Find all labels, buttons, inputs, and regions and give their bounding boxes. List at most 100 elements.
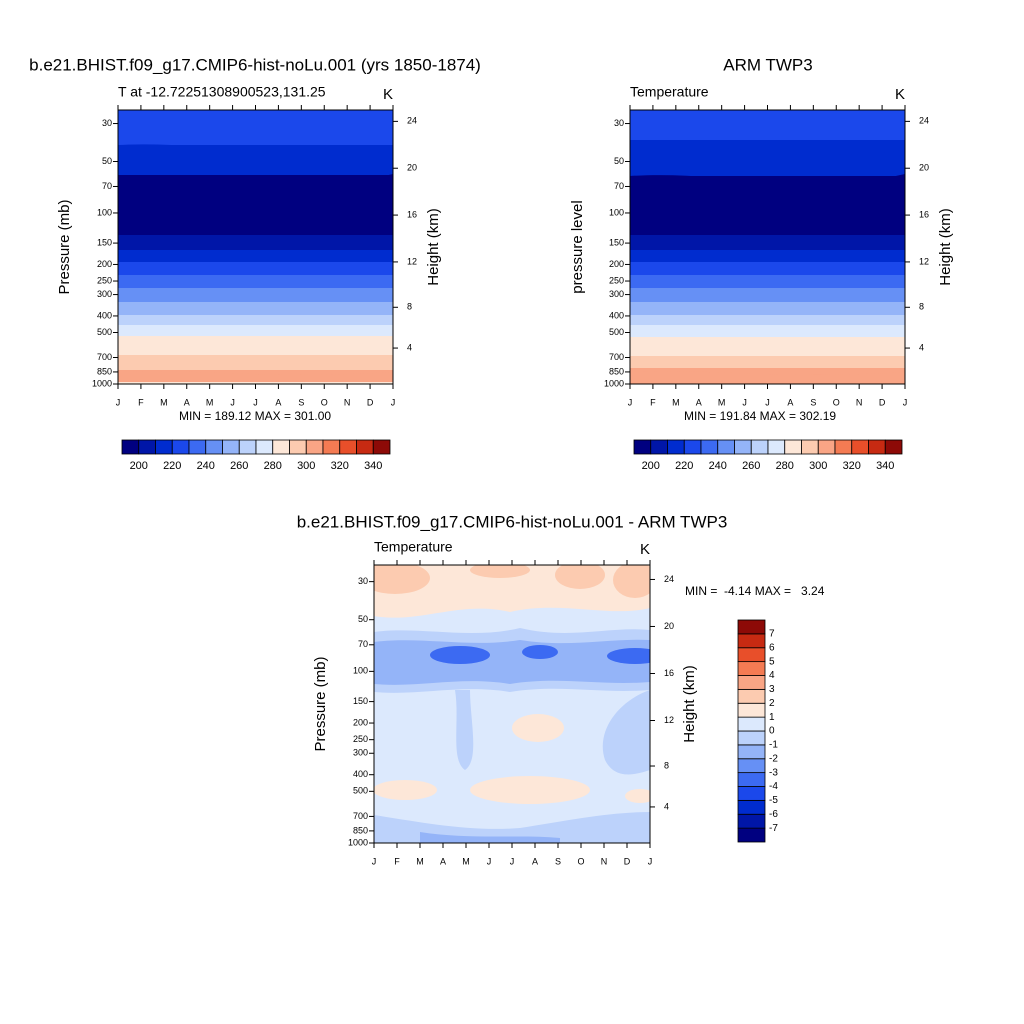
colorbar-box	[737, 744, 766, 760]
x-tick-label: D	[624, 856, 631, 866]
y-tick-label: 500	[609, 327, 624, 337]
x-tick-label: A	[275, 397, 281, 407]
colorbar-box	[667, 439, 685, 455]
colorbar-box	[272, 439, 290, 455]
colorbar-label: 2	[769, 698, 775, 709]
contour-band	[522, 645, 558, 659]
contour-band	[512, 714, 564, 742]
y-tick-label: 1000	[604, 378, 624, 388]
contour-band	[630, 325, 905, 338]
y2-tick-label: 16	[664, 668, 674, 678]
contour-band	[630, 382, 905, 384]
colorbar-box	[737, 633, 766, 649]
y2-tick-label: 20	[407, 163, 417, 173]
x-tick-label: M	[416, 856, 424, 866]
y-tick-label: 50	[358, 614, 368, 624]
colorbar-box	[700, 439, 719, 455]
y2-axis-label: Height (km)	[425, 208, 442, 286]
x-tick-label: J	[391, 397, 396, 407]
contour-band	[630, 315, 905, 326]
x-tick-label: J	[765, 397, 770, 407]
contour-band	[118, 302, 393, 316]
colorbar-box	[737, 799, 766, 815]
colorbar-box	[138, 439, 156, 455]
colorbar-box	[305, 439, 324, 455]
contour-field	[118, 110, 393, 384]
x-tick-label: A	[532, 856, 538, 866]
colorbar-box	[737, 813, 766, 829]
colorbar-label: 240	[709, 460, 727, 472]
x-tick-label: A	[787, 397, 793, 407]
colorbar-label: 200	[642, 460, 660, 472]
x-tick-label: S	[298, 397, 304, 407]
colorbar-label: -6	[769, 809, 778, 820]
colorbar-box	[737, 688, 766, 704]
y-axis-label: pressure level	[569, 200, 586, 293]
colorbar-label: 3	[769, 684, 775, 695]
y2-tick-label: 24	[664, 574, 674, 584]
y2-tick-label: 12	[407, 256, 417, 266]
colorbar-box	[188, 439, 207, 455]
x-tick-label: M	[160, 397, 168, 407]
colorbar-box	[205, 439, 223, 455]
subtitle-right: K	[383, 86, 393, 103]
stats-label: MIN = 191.84 MAX = 302.19	[684, 409, 836, 423]
contour-band	[420, 832, 560, 843]
colorbar-box	[372, 439, 391, 455]
subtitle-right: K	[640, 541, 650, 558]
y2-tick-label: 16	[919, 209, 929, 219]
y-tick-label: 50	[614, 156, 624, 166]
y2-tick-label: 4	[664, 801, 669, 811]
contour-band	[118, 336, 393, 356]
colorbar-label: 6	[769, 642, 775, 653]
y2-tick-label: 16	[407, 209, 417, 219]
y2-tick-label: 12	[919, 256, 929, 266]
chart-title: b.e21.BHIST.f09_g17.CMIP6-hist-noLu.001 …	[297, 512, 728, 531]
colorbar-label: -3	[769, 767, 778, 778]
colorbar-label: 320	[843, 460, 861, 472]
contour-band	[118, 288, 393, 303]
colorbar-box	[683, 439, 702, 455]
subtitle-right: K	[895, 86, 905, 103]
x-tick-label: M	[718, 397, 726, 407]
y-tick-label: 300	[353, 748, 368, 758]
colorbar-box	[737, 772, 766, 787]
y-tick-label: 100	[97, 207, 112, 217]
x-tick-label: F	[394, 856, 400, 866]
x-tick-label: J	[116, 397, 121, 407]
y-tick-label: 500	[353, 786, 368, 796]
x-tick-label: A	[440, 856, 446, 866]
x-tick-label: O	[833, 397, 840, 407]
colorbar-box	[817, 439, 836, 455]
contour-band	[607, 648, 650, 664]
colorbar-box	[289, 439, 307, 455]
colorbar-label: -5	[769, 795, 778, 806]
y-tick-label: 300	[97, 289, 112, 299]
colorbar-label: 7	[769, 629, 775, 640]
colorbar-label: 300	[297, 460, 315, 472]
colorbar-box	[322, 439, 341, 455]
colorbar-label: 280	[264, 460, 282, 472]
colorbar-box	[737, 619, 766, 635]
colorbar-box	[737, 827, 766, 843]
x-tick-label: A	[696, 397, 702, 407]
y-tick-label: 150	[97, 237, 112, 247]
contour-band	[374, 565, 430, 594]
colorbar-box	[121, 439, 140, 455]
y2-tick-label: 24	[919, 116, 929, 126]
colorbar-box	[734, 439, 752, 455]
contour-band	[630, 110, 905, 141]
y-tick-label: 850	[609, 366, 624, 376]
contour-band	[118, 250, 393, 263]
contour-band	[118, 262, 393, 276]
contour-band	[118, 235, 393, 251]
x-tick-label: J	[510, 856, 515, 866]
colorbar-label: 340	[876, 460, 894, 472]
colorbar-box	[801, 439, 819, 455]
chart-title: ARM TWP3	[723, 55, 812, 74]
colorbar-box	[650, 439, 668, 455]
contour-band	[602, 690, 650, 775]
contour-band	[118, 110, 393, 146]
contour-band	[630, 250, 905, 263]
